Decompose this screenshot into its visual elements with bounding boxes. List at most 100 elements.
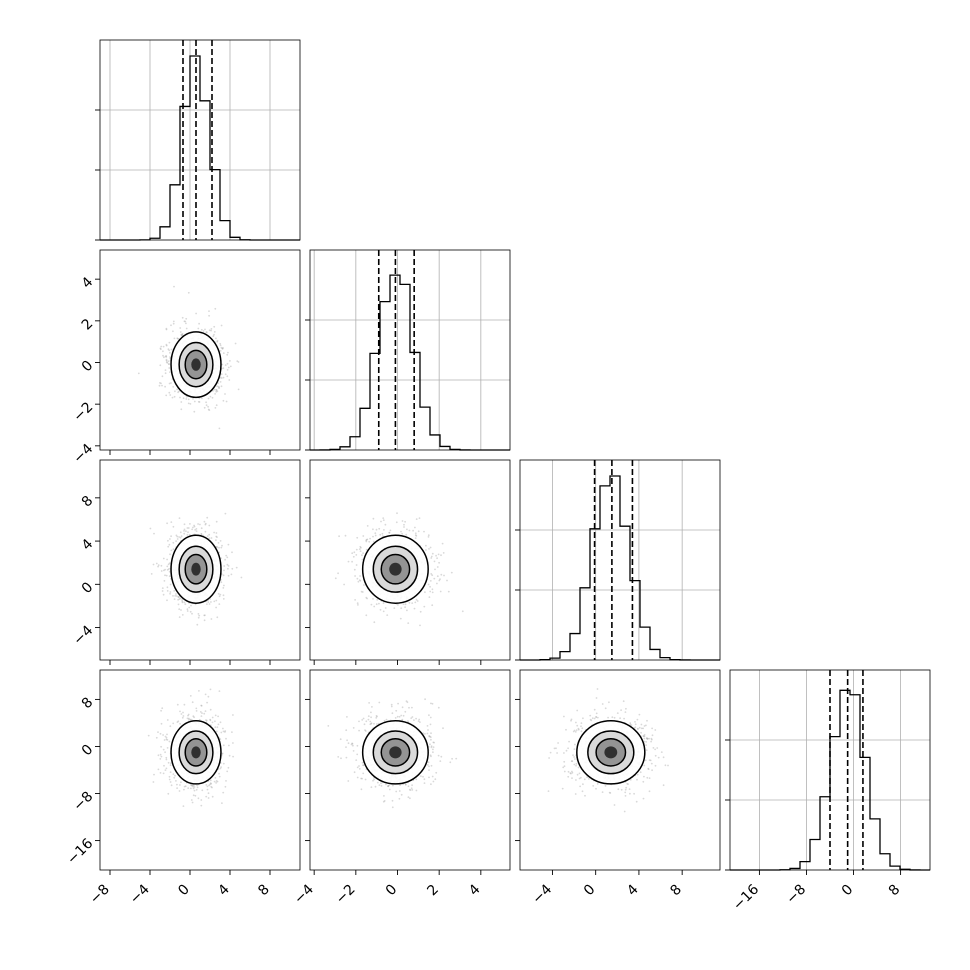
sample-point [190, 799, 193, 801]
sample-point [175, 780, 177, 782]
sample-point [447, 590, 450, 593]
sample-point [384, 607, 387, 609]
sample-point [446, 579, 448, 582]
sample-point [371, 706, 373, 708]
sample-point [206, 331, 208, 334]
sample-point [378, 784, 381, 786]
sample-point [169, 394, 172, 396]
sample-point [361, 719, 364, 721]
sample-point [221, 544, 223, 547]
sample-point [198, 401, 201, 403]
sample-point [352, 727, 355, 729]
sample-point [426, 725, 429, 727]
sample-point [204, 522, 207, 525]
sample-point [185, 398, 188, 400]
panel-frame [309, 459, 511, 661]
sample-point [199, 711, 202, 713]
sample-point [429, 590, 432, 593]
sample-point [356, 536, 359, 539]
sample-point [174, 390, 176, 393]
sample-point [173, 285, 175, 288]
sample-point [201, 712, 203, 714]
sample-point [359, 550, 362, 552]
sample-point [214, 307, 217, 310]
sample-point [340, 757, 342, 760]
sample-point [391, 799, 394, 802]
sample-point [220, 346, 223, 349]
sample-point [207, 797, 210, 799]
sample-point [214, 714, 217, 717]
sample-point [170, 549, 173, 552]
sample-point [157, 731, 159, 733]
sample-point [379, 608, 382, 611]
sample-point [175, 540, 178, 542]
sample-point [194, 794, 197, 797]
sample-point [221, 347, 224, 350]
sample-point [387, 785, 389, 787]
sample-point [208, 537, 211, 540]
sample-point [399, 784, 401, 786]
sample-point [197, 613, 200, 615]
sample-point [169, 351, 171, 354]
sample-point [218, 772, 220, 775]
sample-point [355, 554, 358, 556]
sample-point [570, 719, 572, 722]
sample-point [374, 785, 377, 788]
sample-point [408, 601, 411, 604]
sample-point [423, 778, 426, 781]
sample-point [218, 595, 221, 598]
sample-point [208, 329, 211, 332]
sample-point [419, 610, 422, 613]
sample-point [220, 373, 223, 375]
sample-point [170, 324, 172, 327]
sample-point [208, 533, 211, 536]
sample-point [202, 330, 205, 332]
sample-point [362, 772, 365, 775]
sample-point [199, 523, 201, 526]
sample-point [165, 767, 168, 770]
sample-point [174, 774, 176, 777]
sample-point [414, 601, 417, 604]
sample-point [407, 720, 409, 722]
sample-point [208, 784, 210, 787]
density-level [191, 746, 201, 759]
sample-point [438, 561, 440, 564]
sample-point [214, 393, 217, 395]
sample-point [159, 348, 162, 351]
sample-point [430, 573, 433, 575]
sample-point [167, 563, 170, 566]
sample-point [159, 347, 162, 350]
sample-point [168, 778, 171, 781]
sample-point [435, 771, 438, 774]
sample-point [226, 563, 229, 566]
sample-point [159, 772, 162, 774]
sample-point [440, 573, 443, 576]
sample-point [435, 554, 437, 557]
sample-point [201, 397, 203, 400]
sample-point [563, 715, 565, 718]
sample-point [339, 738, 342, 741]
sample-point [432, 751, 434, 754]
sample-point [430, 702, 432, 705]
sample-point [220, 324, 223, 327]
sample-point [642, 797, 645, 800]
sample-point [222, 347, 224, 349]
sample-point [397, 702, 399, 705]
sample-point [356, 577, 359, 580]
sample-point [405, 533, 408, 536]
sample-point [579, 785, 581, 788]
sample-point [372, 517, 375, 520]
sample-point [194, 529, 197, 531]
sample-point [432, 748, 434, 751]
sample-point [205, 404, 208, 407]
sample-point [404, 520, 406, 523]
sample-point [414, 537, 417, 539]
sample-point [224, 785, 227, 788]
sample-point [366, 597, 368, 600]
sample-point [176, 538, 179, 540]
sample-point [204, 530, 207, 533]
sample-point [208, 310, 210, 312]
sample-point [193, 525, 196, 528]
sample-point [639, 771, 642, 774]
sample-point [215, 520, 218, 523]
